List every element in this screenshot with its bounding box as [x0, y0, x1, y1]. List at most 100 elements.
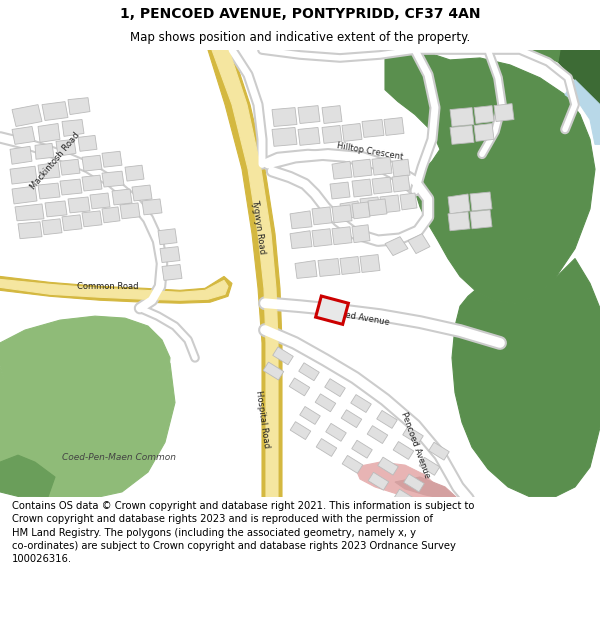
Polygon shape	[408, 234, 430, 254]
Text: Coed-Pen-Maen Common: Coed-Pen-Maen Common	[62, 452, 176, 462]
Polygon shape	[160, 247, 180, 262]
Polygon shape	[15, 204, 44, 221]
Polygon shape	[340, 256, 360, 274]
Polygon shape	[332, 205, 352, 222]
Polygon shape	[385, 237, 408, 256]
Polygon shape	[263, 362, 284, 380]
Polygon shape	[368, 472, 389, 490]
Polygon shape	[316, 439, 337, 456]
Polygon shape	[372, 158, 392, 175]
Polygon shape	[38, 162, 60, 179]
Polygon shape	[272, 107, 297, 126]
Polygon shape	[565, 80, 600, 144]
Polygon shape	[372, 177, 392, 194]
Polygon shape	[42, 102, 68, 121]
Polygon shape	[290, 231, 312, 249]
Polygon shape	[450, 126, 474, 144]
Polygon shape	[470, 192, 492, 211]
Polygon shape	[10, 146, 32, 164]
Polygon shape	[298, 106, 320, 124]
Polygon shape	[360, 197, 380, 215]
Polygon shape	[494, 104, 514, 121]
Polygon shape	[404, 474, 424, 492]
Polygon shape	[368, 199, 387, 216]
Polygon shape	[82, 155, 102, 171]
Polygon shape	[289, 378, 310, 396]
Polygon shape	[342, 124, 362, 141]
Polygon shape	[322, 126, 342, 143]
Polygon shape	[384, 118, 404, 136]
Polygon shape	[419, 458, 440, 475]
Text: Mackintosh Road: Mackintosh Road	[29, 131, 82, 191]
Polygon shape	[132, 185, 152, 201]
Polygon shape	[62, 119, 84, 136]
Polygon shape	[395, 477, 458, 499]
Polygon shape	[60, 179, 82, 195]
Polygon shape	[272, 127, 297, 146]
Polygon shape	[0, 276, 232, 303]
Polygon shape	[290, 422, 311, 439]
Polygon shape	[0, 362, 175, 499]
Polygon shape	[470, 210, 492, 229]
Text: Hospital Road: Hospital Road	[254, 390, 272, 449]
Polygon shape	[102, 171, 124, 187]
Polygon shape	[158, 229, 177, 244]
Polygon shape	[362, 119, 384, 138]
Polygon shape	[10, 166, 37, 184]
Polygon shape	[450, 107, 474, 126]
Polygon shape	[355, 462, 445, 499]
Text: Map shows position and indicative extent of the property.: Map shows position and indicative extent…	[130, 31, 470, 44]
Polygon shape	[352, 179, 372, 197]
Polygon shape	[448, 212, 470, 231]
Polygon shape	[212, 50, 278, 499]
Polygon shape	[378, 457, 398, 475]
Polygon shape	[380, 195, 400, 213]
Polygon shape	[78, 136, 97, 151]
Polygon shape	[45, 201, 67, 217]
Polygon shape	[367, 426, 388, 444]
Polygon shape	[208, 50, 282, 499]
Text: Pencoed Avenue: Pencoed Avenue	[399, 411, 431, 479]
Polygon shape	[315, 394, 336, 412]
Polygon shape	[312, 207, 332, 225]
Polygon shape	[162, 264, 182, 281]
Polygon shape	[474, 124, 494, 141]
Polygon shape	[62, 215, 82, 231]
Polygon shape	[125, 165, 144, 181]
Polygon shape	[318, 259, 340, 276]
Polygon shape	[12, 126, 35, 144]
Polygon shape	[68, 197, 90, 213]
Polygon shape	[341, 410, 362, 428]
Polygon shape	[12, 104, 42, 126]
Polygon shape	[0, 316, 170, 424]
Polygon shape	[18, 222, 42, 239]
Polygon shape	[90, 193, 110, 209]
Polygon shape	[38, 124, 60, 142]
Polygon shape	[60, 159, 80, 175]
Polygon shape	[452, 259, 600, 497]
Polygon shape	[352, 202, 370, 219]
Polygon shape	[35, 143, 54, 159]
Text: Hilltop Crescent: Hilltop Crescent	[336, 141, 404, 161]
Polygon shape	[42, 219, 62, 235]
Polygon shape	[394, 489, 415, 507]
Polygon shape	[0, 279, 228, 300]
Polygon shape	[56, 139, 76, 156]
Polygon shape	[352, 225, 370, 242]
Polygon shape	[393, 441, 414, 459]
Polygon shape	[340, 201, 360, 219]
Polygon shape	[342, 456, 363, 473]
Polygon shape	[392, 159, 410, 177]
Polygon shape	[298, 127, 320, 146]
Polygon shape	[351, 394, 371, 412]
Text: Contains OS data © Crown copyright and database right 2021. This information is : Contains OS data © Crown copyright and d…	[12, 501, 474, 564]
Polygon shape	[273, 347, 293, 365]
Polygon shape	[330, 182, 350, 199]
Polygon shape	[102, 151, 122, 167]
Polygon shape	[332, 227, 352, 244]
Polygon shape	[12, 186, 37, 204]
Polygon shape	[400, 193, 417, 210]
Polygon shape	[429, 442, 449, 460]
Polygon shape	[295, 261, 317, 278]
Polygon shape	[474, 106, 494, 124]
